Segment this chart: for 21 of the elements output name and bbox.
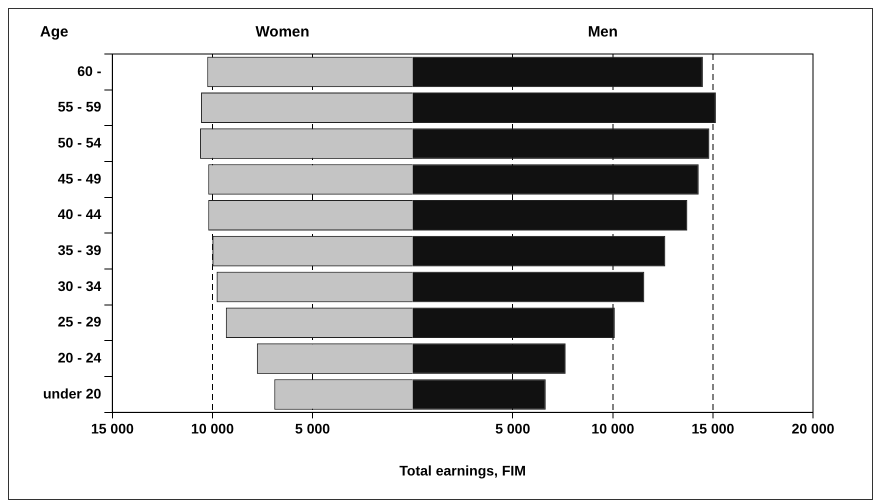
x-tick-label: 10 000 <box>591 420 634 437</box>
y-tick-label: 45 - 49 <box>58 170 102 186</box>
y-tick-label: 25 - 29 <box>58 314 102 330</box>
y-tick-label: 30 - 34 <box>58 278 102 294</box>
series-label: Women <box>256 24 310 41</box>
y-tick-label: under 20 <box>42 385 102 402</box>
x-axis-title: Total earnings, FIM <box>399 462 526 478</box>
y-tick-label: 20 - 24 <box>58 350 102 366</box>
y-axis-title: Age <box>40 24 68 41</box>
series-label: Men <box>588 24 618 41</box>
x-tick-label: 20 000 <box>792 420 835 437</box>
y-tick-label: 35 - 39 <box>58 242 102 258</box>
x-tick-label: 15 000 <box>691 420 735 437</box>
x-tick-label: 10 000 <box>191 420 234 437</box>
y-tick-label: 40 - 44 <box>58 206 102 222</box>
y-tick-label: 50 - 54 <box>58 134 102 150</box>
x-tick-label: 5 000 <box>295 420 330 437</box>
x-tick-label: 5 000 <box>495 420 530 437</box>
y-tick-label: 55 - 59 <box>58 98 102 115</box>
y-tick-label: 60 - <box>77 62 102 79</box>
x-tick-label: 15 000 <box>90 420 134 437</box>
